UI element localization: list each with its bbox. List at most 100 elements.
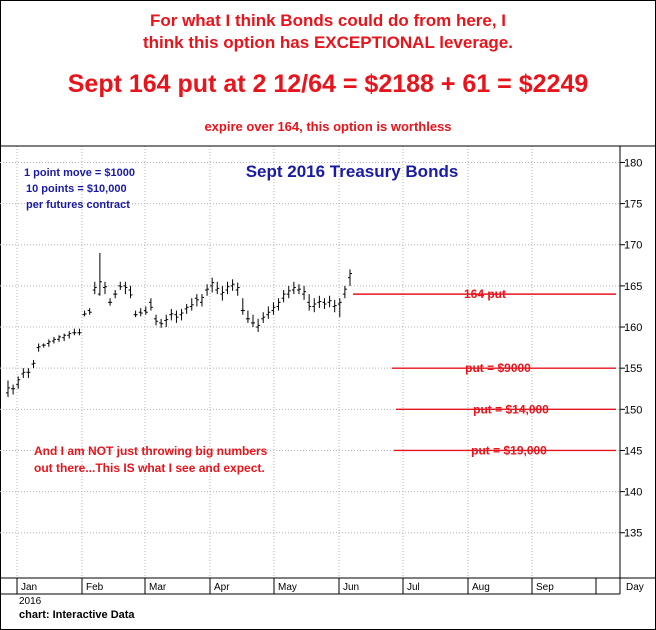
ohlc-bar [337,298,342,318]
ohlc-bar [118,281,123,290]
ohlc-bar [169,308,174,321]
x-tick-label: May [278,582,297,593]
price-bars [6,252,352,397]
x-tick-label: Apr [214,582,230,593]
headline-line-2: think this option has EXCEPTIONAL levera… [143,33,513,52]
expiry-note: expire over 164, this option is worthles… [204,119,452,134]
ohlc-bar [62,333,67,342]
ohlc-bar [21,368,26,379]
ohlc-bar [348,269,352,286]
ohlc-bar [281,290,286,303]
ohlc-bar [31,359,36,369]
y-tick-label: 165 [624,281,642,293]
ohlc-bar [11,384,16,395]
ohlc-bar [327,295,332,308]
red-comment-line-1: And I am NOT just throwing big numbers [34,444,268,458]
y-tick-label: 180 [624,157,642,169]
y-tick-label: 155 [624,363,642,375]
y-tick-label: 160 [624,322,642,334]
y-tick-label: 170 [624,240,642,252]
ohlc-bar [87,308,92,315]
ohlc-bar [225,281,230,295]
ohlc-bar [143,306,148,315]
ohlc-bar [322,298,327,309]
ohlc-bar [128,285,133,299]
y-tick-label: 145 [624,445,642,457]
ohlc-bar [26,368,31,379]
ohlc-bar [205,284,210,296]
ohlc-bar [307,294,312,311]
ohlc-bar [113,290,118,299]
year-label: 2016 [19,596,42,607]
x-tick-label: Jun [343,582,359,593]
ohlc-bar [133,310,138,318]
x-tick-label: Jul [407,582,420,593]
put-level-label: put = $14,000 [473,402,549,416]
ohlc-bar [266,306,271,319]
ohlc-bar [317,295,322,309]
ohlc-bar [235,282,240,296]
y-tick-label: 175 [624,199,642,211]
ohlc-bar [271,302,276,315]
ohlc-bar [189,298,194,311]
ohlc-bar [36,343,41,352]
ohlc-bar [77,328,82,336]
y-axis-ticks: 135 140 145 150 155 160 165 170 175 180 [620,157,642,540]
ohlc-bar [102,281,107,295]
ohlc-bar [174,310,179,323]
ohlc-bar [199,294,204,307]
note-line-3: per futures contract [26,199,130,211]
ohlc-bar [342,285,347,299]
x-tick-label: Jan [21,582,37,593]
ohlc-bar [251,314,256,328]
ohlc-bar [179,308,184,321]
ohlc-bar [51,336,56,344]
ohlc-bar [240,298,245,315]
ohlc-bar [261,312,266,323]
ohlc-bar [72,328,77,336]
option-price-headline: Sept 164 put at 2 12/64 = $2188 + 61 = $… [67,70,589,98]
headline-text: For what I think Bonds could do from her… [0,10,656,54]
x-axis-ticks: Jan Feb Mar Apr May Jun Jul Aug Sep [16,578,597,594]
red-comment-line-2: out there...This IS what I see and expec… [34,461,265,475]
ohlc-bar [57,335,62,342]
y-tick-label: 135 [624,528,642,540]
ohlc-bar [6,380,10,397]
ohlc-bar [302,285,307,300]
ohlc-bar [164,314,169,328]
ohlc-bar [16,376,21,389]
x-tick-label: Aug [472,582,490,593]
ohlc-bar [123,281,128,295]
ohlc-bar [215,281,220,295]
put-level-label: put = $9000 [465,361,531,375]
ohlc-bar [312,298,317,313]
ohlc-bar [296,284,301,295]
ohlc-bar [276,298,281,311]
ohlc-bar [46,339,51,347]
put-level-label: put = $19,000 [471,443,547,457]
note-line-1: 1 point move = $1000 [24,167,135,179]
ohlc-bar [108,298,113,306]
ohlc-bar [194,294,199,307]
ohlc-bar [184,303,189,314]
ohlc-bar [154,314,159,326]
ohlc-bar [256,318,261,332]
ohlc-bar [220,285,225,301]
x-axis-day-label: Day [626,582,644,593]
note-line-2: 10 points = $10,000 [26,183,127,195]
ohlc-bar [67,331,72,339]
ohlc-bar [245,310,250,323]
ohlc-bar [97,252,102,296]
headline-line-1: For what I think Bonds could do from her… [149,11,507,30]
ohlc-bar [210,277,215,293]
put-level-label: 164 put [464,287,506,301]
ohlc-bar [291,281,296,295]
y-tick-label: 150 [624,404,642,416]
put-levels: 164 put put = $9000 put = $14,000 put = $19… [353,287,616,457]
ohlc-bar [138,308,143,317]
x-tick-label: Feb [86,582,104,593]
ohlc-bar [230,279,235,291]
x-tick-label: Mar [149,582,167,593]
ohlc-bar [159,318,164,328]
